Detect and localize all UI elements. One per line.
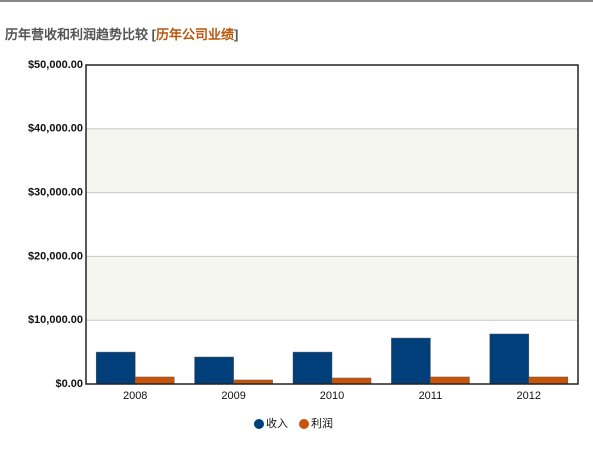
y-tick-label: $20,000.00 [28,250,83,262]
title-text: 历年营收和利润趋势比较 [5,27,148,42]
bar [134,376,175,385]
grid-band [86,256,578,321]
y-tick-label: $0.00 [55,378,83,390]
title-link[interactable]: 历年公司业绩 [156,27,234,42]
chart-title: 历年营收和利润趋势比较 [历年公司业绩] [5,27,238,42]
bracket-close: ] [234,27,238,42]
bar [489,333,530,385]
x-tick-label: 2008 [123,390,147,402]
legend-swatch [299,419,309,429]
y-tick-label: $10,000.00 [28,314,83,326]
y-tick-label: $40,000.00 [28,123,83,135]
legend-item: 利润 [299,416,333,430]
legend-swatch [254,419,264,429]
x-tick-label: 2011 [419,390,443,402]
x-tick-label: 2012 [517,390,541,402]
legend-label: 利润 [311,416,333,430]
bar [331,377,372,385]
legend-item: 收入 [254,416,288,430]
y-tick-label: $50,000.00 [28,59,83,71]
plot-border [85,64,579,385]
bar [430,376,470,385]
legend-label: 收入 [266,416,288,430]
bar [292,351,333,385]
bar [194,356,234,385]
plot-area: $0.00 $10,000.00 $20,000.00 $30,000.00 $40,0… [28,59,579,402]
bar [95,351,136,385]
bracket-open: [ [152,27,157,42]
x-tick-label: 2009 [221,390,245,402]
bar [391,337,431,385]
grid-band [86,128,578,193]
bar [528,376,569,385]
y-tick-label: $30,000.00 [28,187,83,199]
x-tick-label: 2010 [320,390,344,402]
